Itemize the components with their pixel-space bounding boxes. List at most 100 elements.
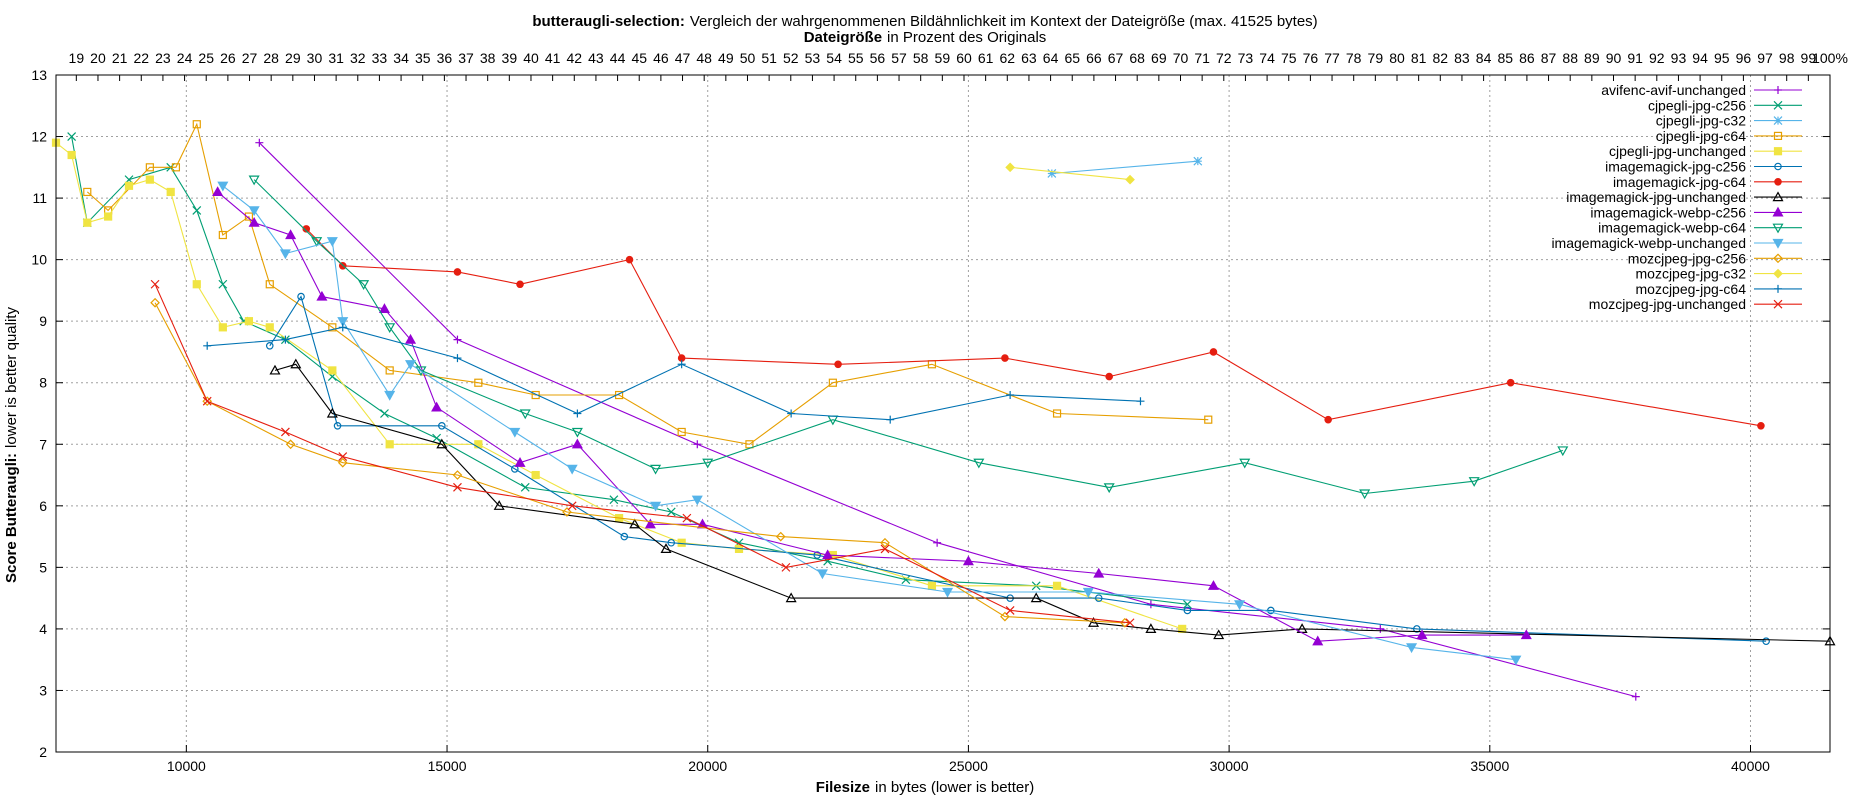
data-point xyxy=(1416,629,1428,640)
y-tick-label: 8 xyxy=(39,375,47,391)
data-point xyxy=(781,562,791,572)
data-point xyxy=(1030,592,1042,603)
x2-tick-label: 60 xyxy=(956,50,972,66)
data-point xyxy=(265,280,274,289)
data-point xyxy=(667,538,676,547)
data-point xyxy=(202,396,213,407)
legend-item: imagemagick-jpg-c256 xyxy=(1605,159,1802,175)
data-point xyxy=(358,280,370,290)
data-point xyxy=(1094,594,1103,602)
data-point xyxy=(328,366,337,375)
x2-tick-label: 58 xyxy=(913,50,929,66)
data-point xyxy=(1772,238,1784,249)
x2-tick-label: 75 xyxy=(1281,50,1297,66)
legend-item: cjpegli-jpg-c256 xyxy=(1648,97,1802,113)
data-point xyxy=(326,237,338,247)
data-point xyxy=(1047,169,1057,178)
data-point xyxy=(1773,100,1783,110)
data-point xyxy=(834,360,842,369)
data-point xyxy=(171,163,181,172)
data-point xyxy=(1093,567,1105,578)
x-tick-label: 30000 xyxy=(1210,758,1249,774)
data-point xyxy=(880,537,890,548)
grid xyxy=(56,75,1830,752)
x2-tick-label: 85 xyxy=(1497,50,1513,66)
x2-tick-label: 61 xyxy=(978,50,994,66)
legend-item: mozcjpeg-jpg-c32 xyxy=(1636,266,1802,282)
series-cjpegli-jpg-c64 xyxy=(83,120,1213,449)
data-point xyxy=(1772,223,1784,234)
legend-label: mozcjpeg-jpg-unchanged xyxy=(1589,296,1746,312)
x2-tick-label: 24 xyxy=(177,50,193,66)
x2-tick-label: 26 xyxy=(220,50,236,66)
data-point xyxy=(145,163,154,172)
data-point xyxy=(202,396,212,406)
data-point xyxy=(677,360,686,369)
chart-subtitle-bold: Dateigröße xyxy=(804,29,882,46)
legend: avifenc-avif-unchangedcjpegli-jpg-c256cj… xyxy=(1551,82,1802,312)
x2-tick-label: 80 xyxy=(1389,50,1405,66)
data-point xyxy=(562,507,572,517)
x2-tick-label: 54 xyxy=(826,50,842,66)
data-point xyxy=(509,427,521,438)
x2-tick-label: 53 xyxy=(805,50,821,66)
data-point xyxy=(693,440,702,449)
x2-tick-label: 59 xyxy=(935,50,951,66)
data-point xyxy=(83,187,92,197)
chart-title-rest: Vergleich der wahrgenommenen Bildähnlich… xyxy=(690,13,1318,30)
series-mozcjpeg-jpg-unchanged xyxy=(150,279,1135,628)
data-point xyxy=(1757,422,1765,430)
x2-tick-label: 51 xyxy=(761,50,777,66)
data-point xyxy=(1234,600,1246,611)
data-point xyxy=(453,354,462,363)
data-point xyxy=(405,333,417,344)
data-point xyxy=(415,366,427,377)
data-point xyxy=(682,513,692,523)
data-point xyxy=(338,323,347,332)
x2-tick-label: 94 xyxy=(1692,50,1708,66)
legend-item: cjpegli-jpg-c32 xyxy=(1656,113,1802,129)
data-point xyxy=(150,279,160,289)
x-axis-label-bold: Filesize xyxy=(816,779,870,796)
legend-item: cjpegli-jpg-c64 xyxy=(1656,128,1802,144)
data-point xyxy=(453,482,462,492)
legend-item: imagemagick-webp-unchanged xyxy=(1551,235,1802,251)
data-point xyxy=(880,544,890,554)
data-point xyxy=(650,501,662,512)
x2-tick-label: 84 xyxy=(1476,50,1492,66)
x2-tick-label: 72 xyxy=(1216,50,1232,66)
data-point xyxy=(1125,618,1135,628)
data-point xyxy=(629,518,641,529)
x2-tick-label: 100% xyxy=(1812,50,1848,66)
x2-tick-label: 95 xyxy=(1714,50,1730,66)
data-point xyxy=(644,518,656,529)
data-point xyxy=(1520,629,1532,640)
data-point xyxy=(1006,391,1015,400)
data-point xyxy=(1774,284,1782,293)
data-point xyxy=(1000,611,1010,622)
data-point xyxy=(244,317,254,326)
data-point xyxy=(1239,458,1251,469)
x2-tick-label: 42 xyxy=(566,50,582,66)
series-imagemagick-webp-c64 xyxy=(248,175,1569,500)
x-axis-label-rest: in bytes (lower is better) xyxy=(875,779,1034,796)
data-point xyxy=(1146,600,1155,609)
data-point xyxy=(1103,483,1115,494)
x2-tick-label: 38 xyxy=(480,50,496,66)
x2-tick-label: 68 xyxy=(1129,50,1145,66)
series-line xyxy=(1051,160,1198,175)
top-x-axis-percent-ticks: 19 20 21 22 23 24 25 26 27 28 29 30 31 32 33 34 35 36 37 38… xyxy=(69,50,1848,81)
legend-item: mozcjpeg-jpg-c64 xyxy=(1636,281,1802,297)
x2-tick-label: 69 xyxy=(1151,50,1167,66)
data-point xyxy=(1312,635,1324,646)
x2-tick-label: 78 xyxy=(1346,50,1362,66)
x2-tick-label: 70 xyxy=(1173,50,1189,66)
data-point xyxy=(1359,489,1371,500)
x2-tick-label: 20 xyxy=(90,50,106,66)
legend-item: imagemagick-webp-c256 xyxy=(1590,204,1802,220)
data-point xyxy=(511,465,519,473)
legend-label: imagemagick-jpg-c256 xyxy=(1605,159,1746,175)
x2-tick-label: 43 xyxy=(588,50,604,66)
